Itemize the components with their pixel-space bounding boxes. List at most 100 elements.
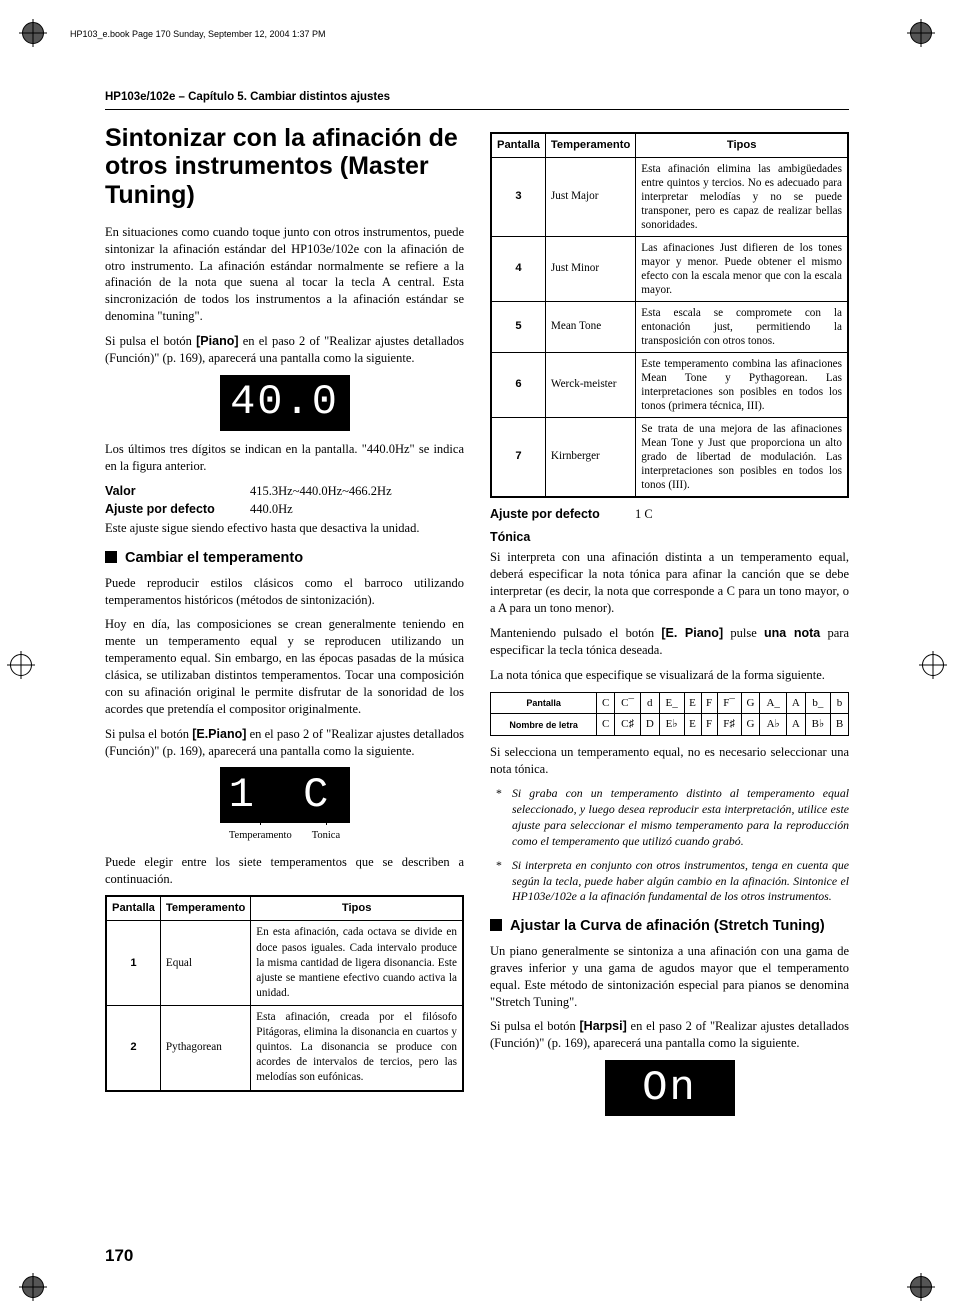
intro-paragraph-2: Si pulsa el botón [Piano] en el paso 2 o… bbox=[105, 333, 464, 367]
cell-temperamento: Equal bbox=[160, 921, 250, 1006]
tonic-cell: A_ bbox=[760, 692, 787, 714]
cell-tipos: Esta afinación elimina las ambigüedades … bbox=[636, 157, 848, 236]
valor-value: 415.3Hz~440.0Hz~466.2Hz bbox=[250, 483, 464, 500]
cell-tipos: En esta afinación, cada octava se divide… bbox=[251, 921, 463, 1006]
doc-header-text: HP103_e.book Page 170 Sunday, September … bbox=[70, 28, 326, 40]
cell-pantalla: 1 bbox=[106, 921, 160, 1006]
note-1: Si graba con un temperamento distinto al… bbox=[490, 786, 849, 850]
page-number: 170 bbox=[105, 1245, 133, 1268]
ajuste-label: Ajuste por defecto bbox=[105, 501, 250, 518]
table-row: 7KirnbergerSe trata de una mejora de las… bbox=[491, 417, 848, 497]
table-row: 5Mean ToneEsta escala se compromete con … bbox=[491, 301, 848, 352]
cell-tipos: Esta afinación, creada por el filósofo P… bbox=[251, 1006, 463, 1091]
tonic-cell: B bbox=[831, 714, 849, 736]
lcd-display-tuning: 40.0 bbox=[220, 375, 350, 431]
temp-p4: Puede elegir entre los siete temperament… bbox=[105, 854, 464, 888]
stretch-p1: Un piano generalmente se sintoniza a una… bbox=[490, 943, 849, 1011]
table-row: 4Just MinorLas afinaciones Just difieren… bbox=[491, 236, 848, 301]
cell-tipos: Las afinaciones Just difieren de los ton… bbox=[636, 236, 848, 301]
ajuste2-value: 1 C bbox=[635, 506, 849, 523]
tonic-row1-label: Pantalla bbox=[491, 692, 597, 714]
cell-temperamento: Mean Tone bbox=[545, 301, 635, 352]
th-temperamento: Temperamento bbox=[545, 133, 635, 158]
left-column: Sintonizar con la afinación de otros ins… bbox=[105, 124, 464, 1127]
display-label-right: Tonica bbox=[312, 829, 340, 843]
cell-pantalla: 3 bbox=[491, 157, 545, 236]
temperament-table-left: Pantalla Temperamento Tipos 1EqualEn est… bbox=[105, 895, 464, 1091]
tonic-cell: C bbox=[597, 692, 615, 714]
intro-paragraph-1: En situaciones como cuando toque junto c… bbox=[105, 224, 464, 325]
temp-p2: Hoy en día, las composiciones se crean g… bbox=[105, 616, 464, 717]
cell-tipos: Esta escala se compromete con la entonac… bbox=[636, 301, 848, 352]
main-title: Sintonizar con la afinación de otros ins… bbox=[105, 124, 464, 210]
temp-p1: Puede reproducir estilos clásicos como e… bbox=[105, 575, 464, 609]
harpsi-button-ref: [Harpsi] bbox=[580, 1019, 627, 1033]
lcd-display-stretch: On bbox=[605, 1060, 735, 1116]
epiano-button-ref-2: [E. Piano] bbox=[661, 626, 723, 640]
cell-pantalla: 6 bbox=[491, 352, 545, 417]
persist-note: Este ajuste sigue siendo efectivo hasta … bbox=[105, 520, 464, 537]
cell-tipos: Se trata de una mejora de las afinacione… bbox=[636, 417, 848, 497]
lcd-display-temperament: 1 C bbox=[220, 767, 350, 823]
tonic-cell: d bbox=[640, 692, 659, 714]
registration-mark bbox=[22, 22, 44, 44]
cell-pantalla: 7 bbox=[491, 417, 545, 497]
cell-temperamento: Just Minor bbox=[545, 236, 635, 301]
tonic-cell: G bbox=[741, 692, 760, 714]
ajuste-row: Ajuste por defecto 440.0Hz bbox=[105, 501, 464, 518]
epiano-button-ref: [E.Piano] bbox=[192, 727, 246, 741]
tonic-cell: A♭ bbox=[760, 714, 787, 736]
th-pantalla: Pantalla bbox=[491, 133, 545, 158]
tonic-cell: F¯ bbox=[717, 692, 741, 714]
tonic-cell: E bbox=[684, 692, 701, 714]
tonic-cell: A bbox=[787, 714, 806, 736]
document-header: HP103_e.book Page 170 Sunday, September … bbox=[70, 28, 884, 40]
note-2: Si interpreta en conjunto con otros inst… bbox=[490, 858, 849, 906]
tonic-cell: b bbox=[831, 692, 849, 714]
square-bullet-icon bbox=[105, 551, 117, 563]
temperament-heading: Cambiar el temperamento bbox=[105, 549, 464, 569]
ajuste2-row: Ajuste por defecto 1 C bbox=[490, 506, 849, 523]
tonica-p3: La nota tónica que especifique se visual… bbox=[490, 667, 849, 684]
display-label-left: Temperamento bbox=[229, 829, 292, 843]
table-row: 1EqualEn esta afinación, cada octava se … bbox=[106, 921, 463, 1006]
cell-temperamento: Just Major bbox=[545, 157, 635, 236]
tonic-table: PantallaCC¯dE_EFF¯GA_Ab_b Nombre de letr… bbox=[490, 692, 849, 737]
tonic-row2-label: Nombre de letra bbox=[491, 714, 597, 736]
cell-pantalla: 4 bbox=[491, 236, 545, 301]
th-pantalla: Pantalla bbox=[106, 896, 160, 921]
cell-temperamento: Kirnberger bbox=[545, 417, 635, 497]
tonic-cell: B♭ bbox=[805, 714, 830, 736]
temperament-table-right: Pantalla Temperamento Tipos 3Just MajorE… bbox=[490, 132, 849, 498]
display-note: Los últimos tres dígitos se indican en l… bbox=[105, 441, 464, 475]
tonic-cell: E_ bbox=[659, 692, 684, 714]
table-row: 2PythagoreanEsta afinación, creada por e… bbox=[106, 1006, 463, 1091]
cell-pantalla: 5 bbox=[491, 301, 545, 352]
tonica-p4: Si selecciona un temperamento equal, no … bbox=[490, 744, 849, 778]
cell-temperamento: Werck-meister bbox=[545, 352, 635, 417]
tonic-cell: E♭ bbox=[659, 714, 684, 736]
tonic-cell: C¯ bbox=[615, 692, 641, 714]
tonic-cell: F♯ bbox=[717, 714, 741, 736]
footnotes: Si graba con un temperamento distinto al… bbox=[490, 786, 849, 905]
ajuste2-label: Ajuste por defecto bbox=[490, 506, 635, 523]
tonic-cell: b_ bbox=[805, 692, 830, 714]
stretch-heading: Ajustar la Curva de afinación (Stretch T… bbox=[490, 917, 849, 937]
tonica-p2: Manteniendo pulsado el botón [E. Piano] … bbox=[490, 625, 849, 659]
running-head: HP103e/102e – Capítulo 5. Cambiar distin… bbox=[105, 90, 849, 110]
right-column: Pantalla Temperamento Tipos 3Just MajorE… bbox=[490, 124, 849, 1127]
cell-tipos: Este temperamento combina las afinacione… bbox=[636, 352, 848, 417]
registration-mark bbox=[10, 654, 32, 676]
cell-pantalla: 2 bbox=[106, 1006, 160, 1091]
registration-mark bbox=[910, 22, 932, 44]
table-row: 6Werck-meisterEste temperamento combina … bbox=[491, 352, 848, 417]
registration-mark bbox=[910, 1276, 932, 1298]
temp-p3: Si pulsa el botón [E.Piano] en el paso 2… bbox=[105, 726, 464, 760]
registration-mark bbox=[922, 654, 944, 676]
cell-temperamento: Pythagorean bbox=[160, 1006, 250, 1091]
th-tipos: Tipos bbox=[636, 133, 848, 158]
tonic-cell: A bbox=[787, 692, 806, 714]
table-row: 3Just MajorEsta afinación elimina las am… bbox=[491, 157, 848, 236]
tonic-cell: C♯ bbox=[615, 714, 641, 736]
tonic-cell: F bbox=[701, 692, 717, 714]
